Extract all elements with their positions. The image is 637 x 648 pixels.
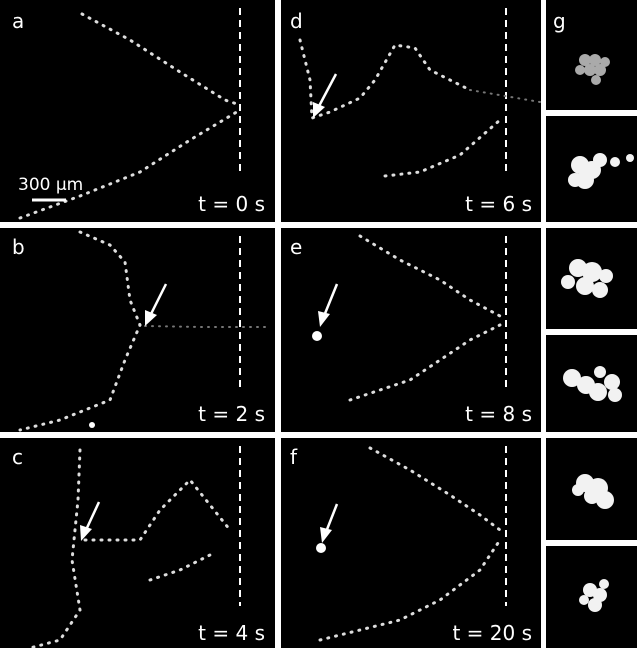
- panel-label: d: [290, 9, 303, 33]
- panel-label: c: [12, 445, 23, 469]
- panel-g6: [546, 546, 637, 648]
- panel-label: b: [12, 235, 25, 259]
- panel-f: [281, 438, 541, 648]
- panel-label: a: [12, 9, 24, 33]
- time-label: t = 4 s: [198, 621, 265, 645]
- time-label: t = 2 s: [198, 402, 265, 426]
- time-label: t = 6 s: [465, 192, 532, 216]
- panel-label: e: [290, 235, 302, 259]
- scale-bar-label: 300 μm: [18, 175, 83, 195]
- time-label: t = 0 s: [198, 192, 265, 216]
- panel-label: f: [290, 445, 298, 469]
- time-label: t = 8 s: [465, 402, 532, 426]
- panel-c: [0, 438, 275, 648]
- figure: 300 μm a t = 0 s b t = 2 s c t = 4 s d t…: [0, 0, 637, 648]
- panel-label: g: [553, 9, 566, 33]
- time-label: t = 20 s: [452, 621, 532, 645]
